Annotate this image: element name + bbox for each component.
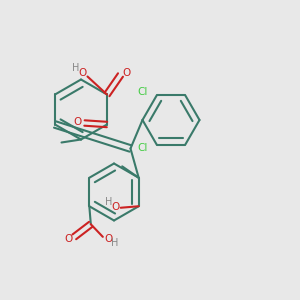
Text: Cl: Cl — [137, 143, 148, 153]
Text: O: O — [122, 68, 130, 78]
Text: H: H — [72, 63, 79, 74]
Text: O: O — [104, 234, 112, 244]
Text: Cl: Cl — [137, 87, 148, 97]
Text: O: O — [65, 234, 73, 244]
Text: H: H — [105, 197, 112, 207]
Text: O: O — [79, 68, 87, 78]
Text: O: O — [74, 117, 82, 127]
Text: H: H — [111, 238, 118, 248]
Text: O: O — [112, 202, 120, 212]
